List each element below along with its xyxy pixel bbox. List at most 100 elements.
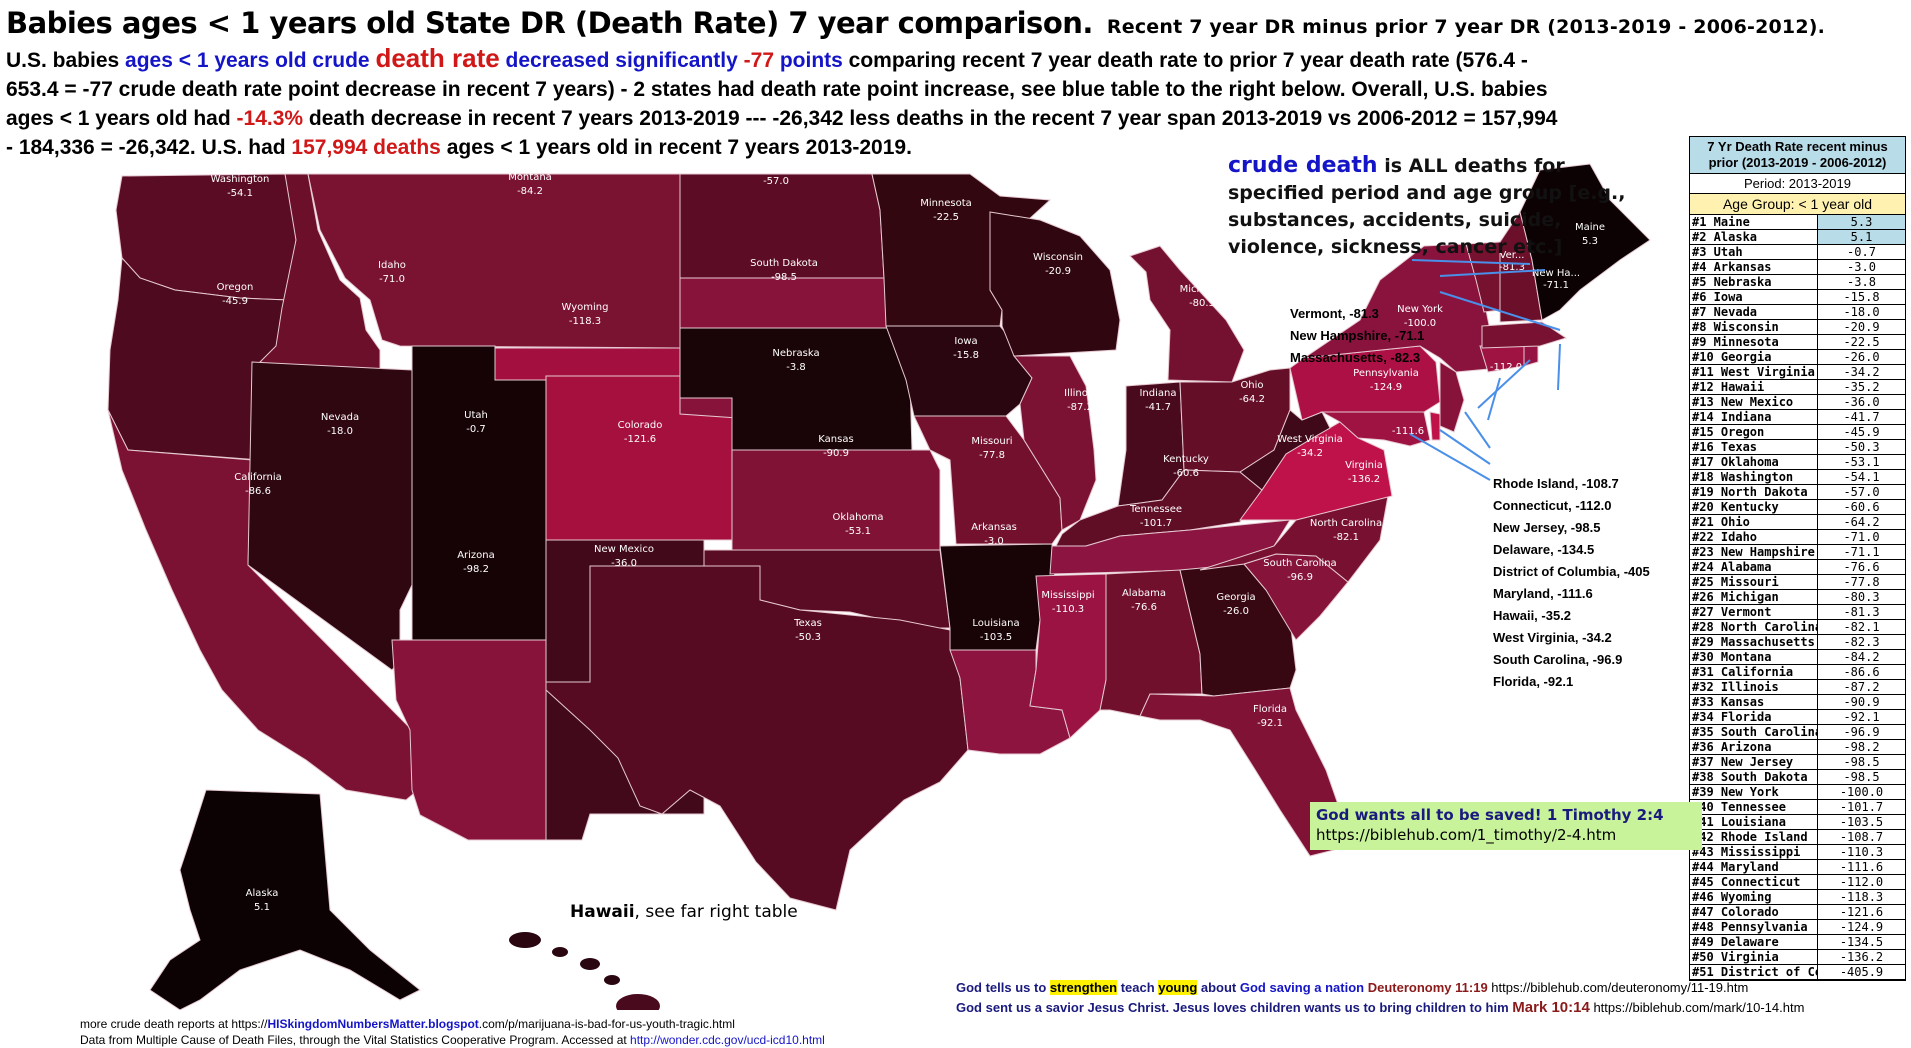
table-cell-state: #22 Idaho [1690, 530, 1818, 544]
state-name-label: Arizona [457, 550, 495, 561]
table-cell-value: -86.6 [1843, 665, 1880, 679]
state-value-label: -20.9 [1045, 266, 1071, 277]
state-value-label: -54.1 [227, 188, 253, 199]
table-cell-value: -71.0 [1843, 530, 1880, 544]
table-cell-state: #27 Vermont [1690, 605, 1818, 619]
table-cell-state: #1 Maine [1690, 215, 1818, 229]
table-cell-state: #19 North Dakota [1690, 485, 1818, 499]
state-value-label: -41.7 [1145, 402, 1171, 413]
table-cell-value: -96.9 [1843, 725, 1880, 739]
state-value-label: -53.1 [845, 526, 871, 537]
footer-source-line-1: more crude death reports at https://HISk… [80, 1016, 980, 1032]
state-name-label: Kansas [818, 434, 853, 445]
small-state-value: -71.1 [1543, 280, 1569, 291]
callout-label: Maryland, -111.6 [1493, 586, 1593, 601]
table-row: #23 New Hampshire -71.1 [1690, 545, 1905, 560]
callout-label: Massachusetts, -82.3 [1290, 350, 1421, 365]
state-il [1012, 355, 1097, 531]
state-value-label: -3.8 [786, 362, 806, 373]
table-row: #28 North Carolina -82.1 [1690, 620, 1905, 635]
state-name-label: Oregon [217, 282, 254, 293]
small-state-value: -81.3 [1499, 262, 1525, 273]
summary-part: comparing recent 7 year death rate to pr… [6, 49, 1548, 130]
table-row: #36 Arizona -98.2 [1690, 740, 1905, 755]
table-cell-value: -77.8 [1843, 575, 1880, 589]
table-row: #22 Idaho -71.0 [1690, 530, 1905, 545]
state-id [259, 173, 381, 371]
small-state-value: -82.3 [1539, 346, 1565, 357]
state-name-label: Michigan [1180, 284, 1225, 295]
footer-sources: more crude death reports at https://HISk… [80, 1016, 980, 1048]
crude-death-definition: is ALL deaths for specified period and a… [1228, 155, 1626, 258]
state-name-label: Georgia [1216, 592, 1255, 603]
table-cell-value: -98.5 [1843, 770, 1880, 784]
state-name-label: Colorado [618, 420, 663, 431]
cdc-link[interactable]: http://wonder.cdc.gov/ucd-icd10.html [630, 1033, 825, 1047]
state-value-label: -3.0 [984, 536, 1004, 547]
table-row: #2 Alaska 5.1 [1690, 230, 1905, 245]
state-name-label: Alabama [1122, 588, 1166, 599]
table-cell-value: -20.9 [1843, 320, 1880, 334]
state-value-label: -87.2 [1067, 402, 1093, 413]
scripture-link[interactable]: https://biblehub.com/1_timothy/2-4.htm [1316, 826, 1617, 844]
state-value-label: -84.2 [517, 186, 543, 197]
state-name-label: Montana [508, 172, 552, 183]
fr-ref: Deuteronomy 11:19 [1364, 980, 1488, 995]
table-cell-value: -57.0 [1843, 485, 1880, 499]
table-cell-value: -121.6 [1839, 905, 1884, 919]
state-nj [1439, 361, 1465, 433]
table-cell-value: -0.7 [1847, 245, 1876, 259]
state-name-label: North Carolina [1310, 518, 1382, 529]
table-row: #3 Utah -0.7 [1690, 245, 1905, 260]
state-wi [989, 211, 1121, 357]
table-cell-value: -136.2 [1839, 950, 1884, 964]
table-cell-state: #35 South Carolina [1692, 725, 1818, 739]
state-name-label: Florida [1253, 704, 1287, 715]
fr-link[interactable]: https://biblehub.com/deuteronomy/11-19.h… [1487, 980, 1749, 995]
table-cell-state: #4 Arkansas [1690, 260, 1818, 274]
table-cell-value: -71.1 [1843, 545, 1880, 559]
table-cell-value: 5.1 [1818, 230, 1905, 244]
table-cell-value: 5.3 [1818, 215, 1905, 229]
table-cell-value: -118.3 [1839, 890, 1884, 904]
table-row: #30 Montana -84.2 [1690, 650, 1905, 665]
table-cell-state: #5 Nebraska [1690, 275, 1818, 289]
table-cell-value: -60.6 [1843, 500, 1880, 514]
state-value-label: -96.9 [1287, 572, 1313, 583]
table-row: #6 Iowa -15.8 [1690, 290, 1905, 305]
footer-scripture-line-1: God tells us to strengthen teach young a… [956, 978, 1906, 998]
table-cell-value: -92.1 [1843, 710, 1880, 724]
table-cell-state: #20 Kentucky [1690, 500, 1818, 514]
table-cell-state: #47 Colorado [1690, 905, 1818, 919]
table-row: #27 Vermont -81.3 [1690, 605, 1905, 620]
table-cell-value: -3.0 [1847, 260, 1876, 274]
table-row: #15 Oregon -45.9 [1690, 425, 1905, 440]
table-cell-value: -84.2 [1843, 650, 1880, 664]
fl-text: .com/p/marijuana-is-bad-for-us-youth-tra… [478, 1017, 735, 1031]
fr-link[interactable]: https://biblehub.com/mark/10-14.htm [1589, 1000, 1805, 1015]
table-row: #38 South Dakota -98.5 [1690, 770, 1905, 785]
table-cell-state: #28 North Carolina [1692, 620, 1818, 634]
table-row: #18 Washington -54.1 [1690, 470, 1905, 485]
hawaii-island [580, 958, 600, 970]
state-value-label: -118.3 [569, 316, 601, 327]
table-cell-value: -45.9 [1843, 425, 1880, 439]
table-row: #19 North Dakota -57.0 [1690, 485, 1905, 500]
table-cell-value: -110.3 [1839, 845, 1884, 859]
table-cell-value: -111.6 [1839, 860, 1884, 874]
table-cell-value: -26.0 [1843, 350, 1880, 364]
table-row: #50 Virginia -136.2 [1690, 950, 1905, 965]
state-name-label: South Carolina [1263, 558, 1336, 569]
table-cell-state: #16 Texas [1690, 440, 1818, 454]
state-value-label: -57.0 [763, 176, 789, 187]
blog-link[interactable]: HISkingdomNumbersMatter.blogspot [267, 1017, 479, 1031]
table-cell-state: #6 Iowa [1690, 290, 1818, 304]
table-cell-value: -100.0 [1839, 785, 1884, 799]
state-value-label: 5.1 [254, 902, 270, 913]
table-cell-state: #31 California [1690, 665, 1818, 679]
state-ak [149, 789, 421, 1010]
table-cell-value: -82.3 [1843, 635, 1880, 649]
state-value-label: -92.1 [1257, 718, 1283, 729]
fl-text: more crude death reports at https:// [80, 1017, 268, 1031]
state-name-label: Mississippi [1041, 590, 1094, 601]
